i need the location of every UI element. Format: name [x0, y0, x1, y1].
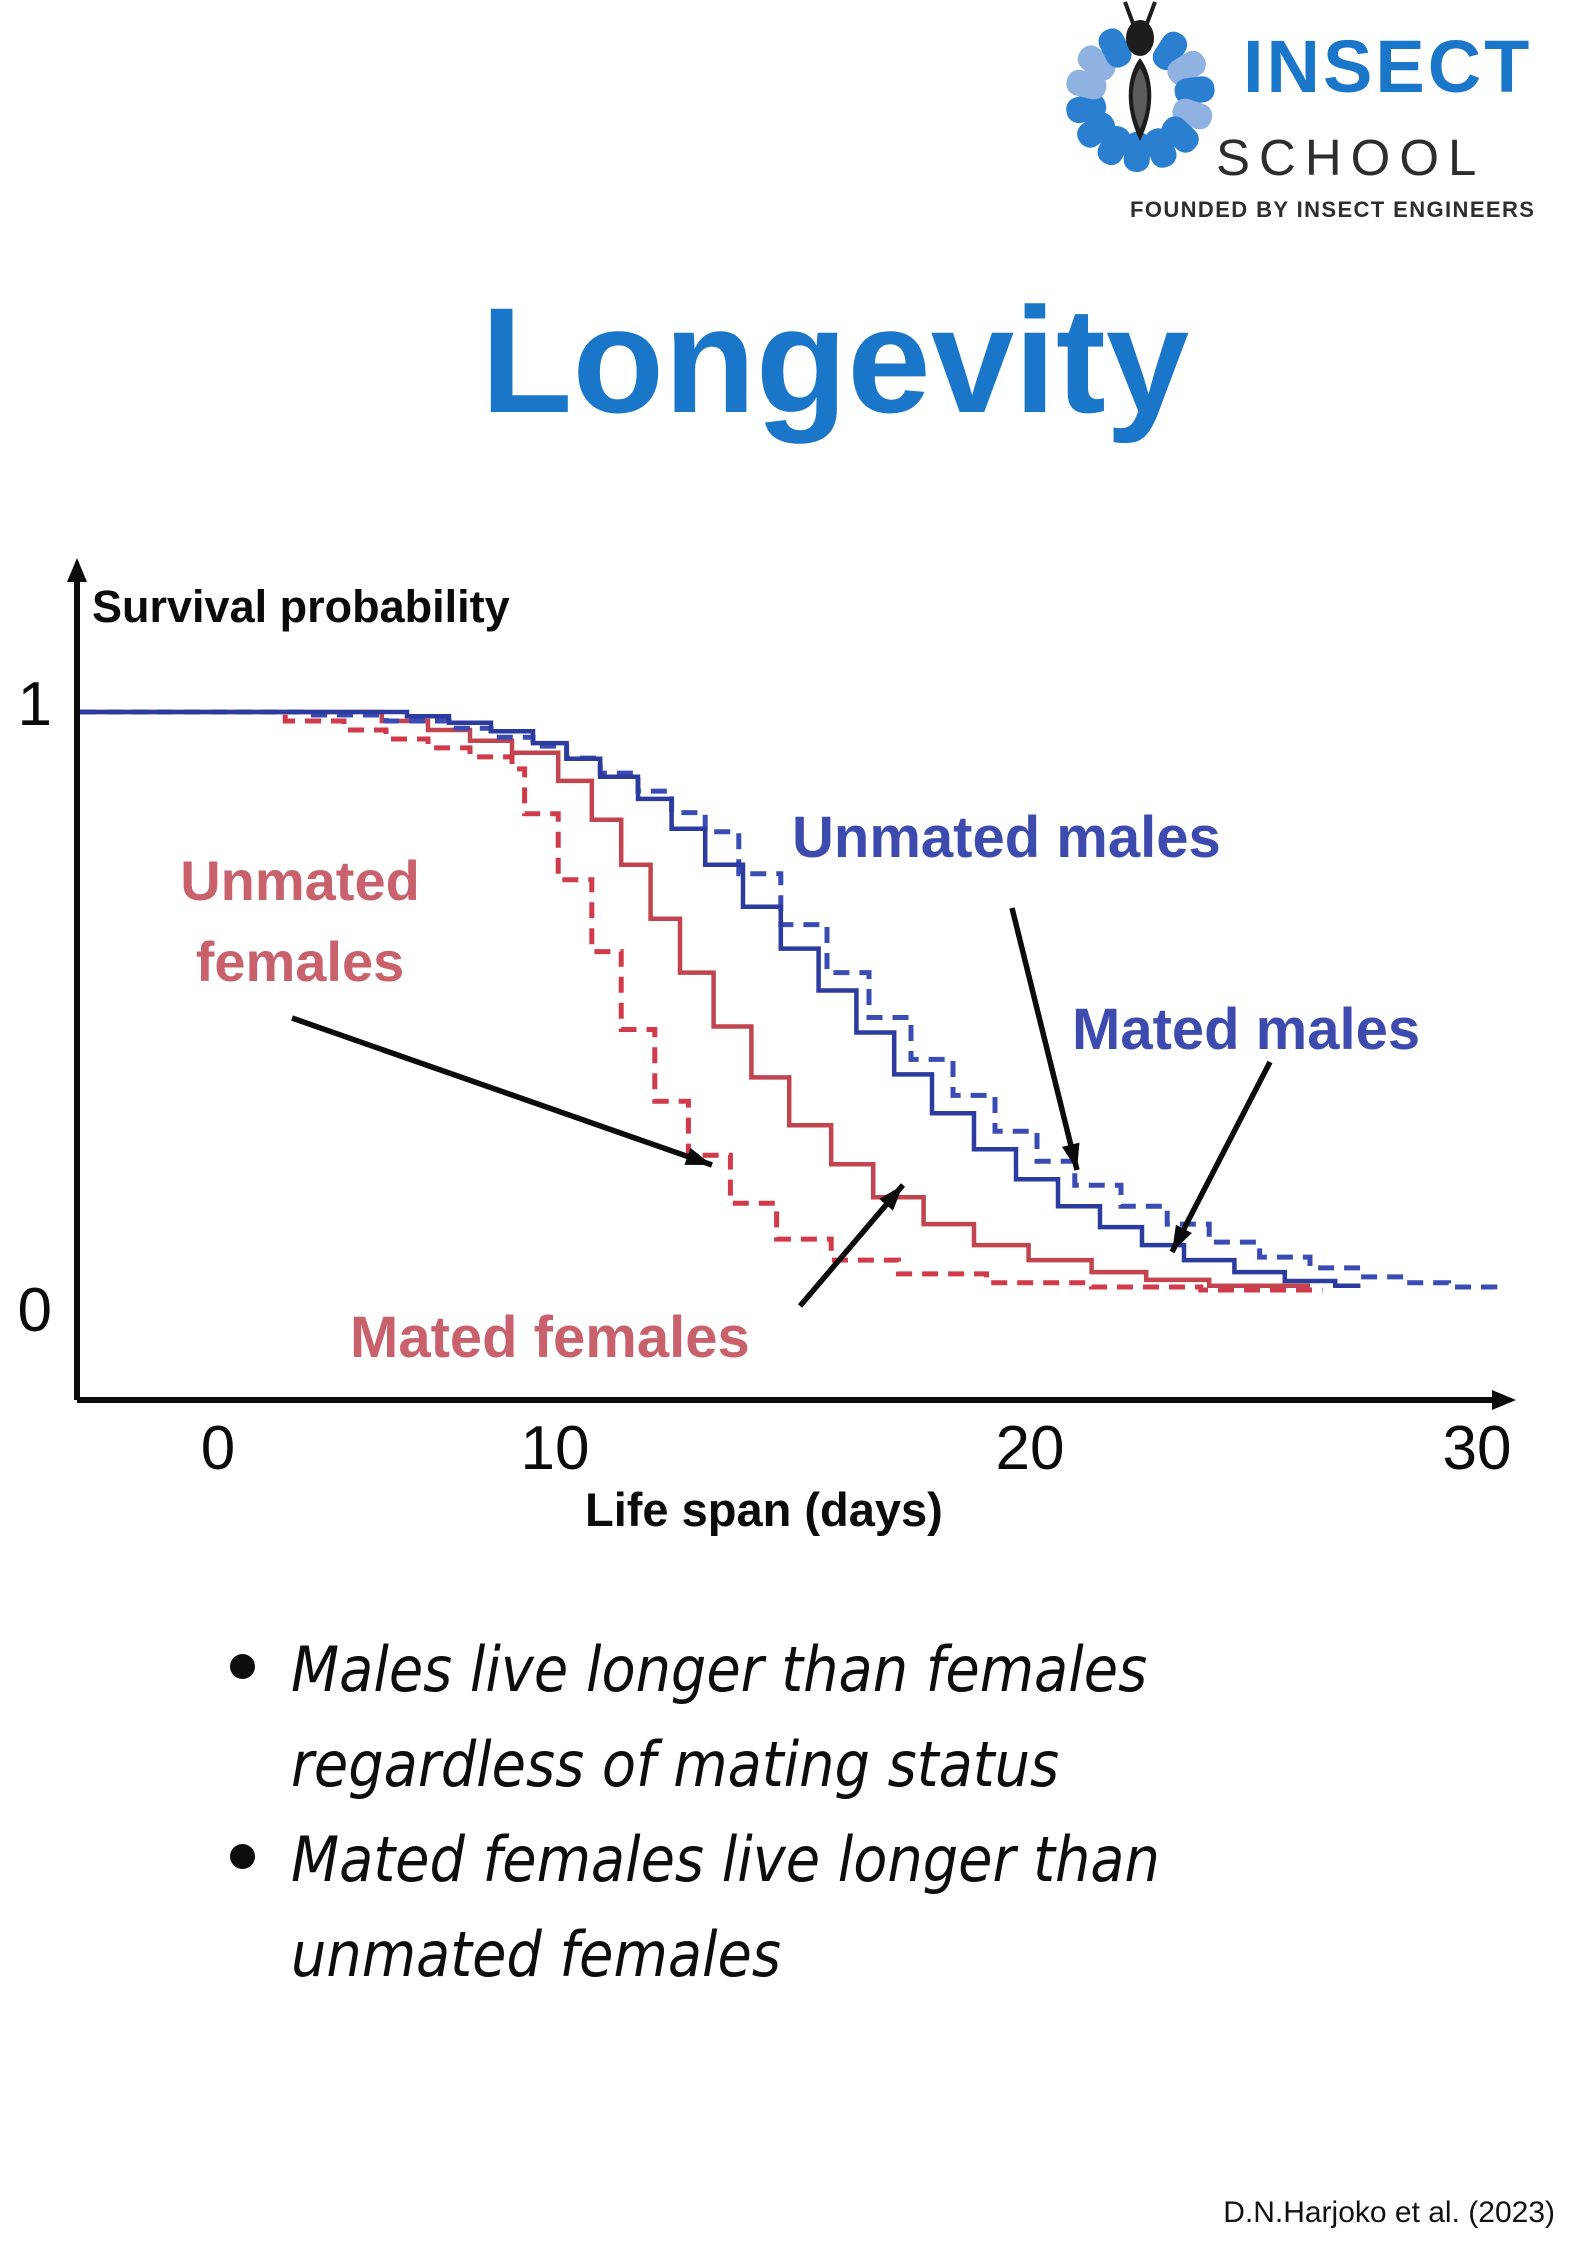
y-axis-title: Survival probability: [92, 581, 510, 632]
takeaway-2-line-2: unmated females: [291, 1918, 781, 1991]
page-title: Longevity: [480, 276, 1190, 444]
curve-label-unmated-males: Unmated males: [792, 805, 1221, 870]
logo-brand-name: INSECT: [1243, 25, 1533, 108]
insect-logo-icon: [1066, 1, 1215, 172]
curve-label-unmated-females-line1: Unmated: [180, 849, 420, 912]
curve-label-unmated-females-line2: females: [195, 930, 405, 994]
x-tick-label-0: 0: [200, 1414, 236, 1483]
annotation-arrows: [291, 907, 1273, 1308]
bullet-icon: [230, 1844, 255, 1869]
takeaway-item: Mated females live longer than unmated f…: [230, 1812, 1160, 2002]
logo-tagline: FOUNDED BY INSECT ENGINEERS: [1130, 197, 1536, 222]
takeaway-list: Males live longer than females regardles…: [230, 1622, 1160, 2002]
takeaway-item: Males live longer than females regardles…: [230, 1622, 1160, 1812]
x-tick-label-30: 30: [1442, 1414, 1512, 1483]
y-tick-label-0: 0: [17, 1276, 52, 1345]
takeaway-1-line-1: Males live longer than females: [291, 1633, 1148, 1706]
x-axis-title: Life span (days): [585, 1483, 943, 1536]
citation: D.N.Harjoko et al. (2023): [1223, 2196, 1555, 2229]
curve-label-mated-males: Mated males: [1072, 997, 1421, 1062]
chart-axes: [67, 558, 1516, 1410]
curve-label-unmated-females: Unmated females: [90, 840, 510, 1002]
y-tick-label-1: 1: [17, 670, 52, 739]
x-tick-label-20: 20: [995, 1414, 1065, 1483]
bullet-icon: [230, 1654, 255, 1679]
curve-label-mated-females: Mated females: [350, 1305, 750, 1370]
curve-mated-females: [80, 709, 1310, 1289]
takeaway-2-line-1: Mated females live longer than: [291, 1823, 1160, 1896]
logo-brand-subname: SCHOOL: [1216, 129, 1486, 186]
x-tick-label-10: 10: [520, 1414, 590, 1483]
takeaway-1-line-2: regardless of mating status: [291, 1728, 1060, 1801]
curve-unmated-females: [80, 709, 1323, 1293]
